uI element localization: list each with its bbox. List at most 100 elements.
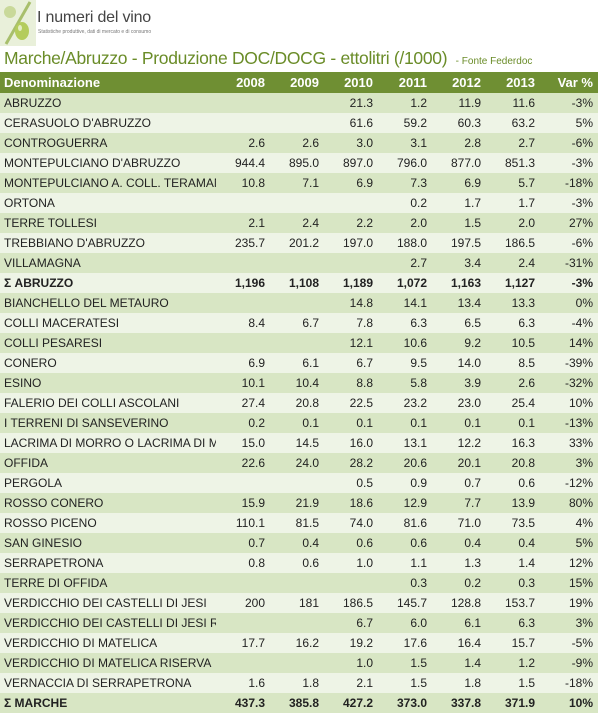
var-cell: -32% bbox=[540, 373, 598, 393]
value-cell: 7.1 bbox=[270, 173, 324, 193]
value-cell: 25.4 bbox=[486, 393, 540, 413]
value-cell: 20.8 bbox=[486, 453, 540, 473]
value-cell bbox=[270, 473, 324, 493]
var-cell: 14% bbox=[540, 333, 598, 353]
value-cell: 0.1 bbox=[432, 413, 486, 433]
value-cell bbox=[270, 193, 324, 213]
value-cell: 6.9 bbox=[432, 173, 486, 193]
value-cell: 17.6 bbox=[378, 633, 432, 653]
var-cell: -6% bbox=[540, 133, 598, 153]
value-cell: 373.0 bbox=[378, 693, 432, 713]
value-cell: 1.7 bbox=[486, 193, 540, 213]
table-row: MONTEPULCIANO D'ABRUZZO 944.4 895.0 897.0 79… bbox=[0, 153, 598, 173]
denominazione-cell: COLLI PESARESI bbox=[0, 333, 216, 353]
value-cell: 1.5 bbox=[432, 213, 486, 233]
var-cell: -3% bbox=[540, 153, 598, 173]
value-cell: 71.0 bbox=[432, 513, 486, 533]
denominazione-cell: CONTROGUERRA bbox=[0, 133, 216, 153]
var-cell: 3% bbox=[540, 613, 598, 633]
value-cell: 0.1 bbox=[324, 413, 378, 433]
value-cell: 0.2 bbox=[378, 193, 432, 213]
table-row: I TERRENI DI SANSEVERINO 0.2 0.1 0.1 0.1 0.1 0… bbox=[0, 413, 598, 433]
value-cell: 371.9 bbox=[486, 693, 540, 713]
value-cell: 16.3 bbox=[486, 433, 540, 453]
value-cell: 1.0 bbox=[324, 553, 378, 573]
column-header-2012: 2012 bbox=[432, 72, 486, 93]
value-cell: 0.6 bbox=[378, 533, 432, 553]
table-row: TREBBIANO D'ABRUZZO 235.7 201.2 197.0 188.0 1… bbox=[0, 233, 598, 253]
var-cell: 10% bbox=[540, 693, 598, 713]
value-cell bbox=[270, 653, 324, 673]
value-cell: 944.4 bbox=[216, 153, 270, 173]
denominazione-cell: ROSSO CONERO bbox=[0, 493, 216, 513]
value-cell: 2.0 bbox=[378, 213, 432, 233]
value-cell: 24.0 bbox=[270, 453, 324, 473]
value-cell: 0.1 bbox=[378, 413, 432, 433]
value-cell: 21.3 bbox=[324, 93, 378, 113]
value-cell: 15.7 bbox=[486, 633, 540, 653]
value-cell: 1.5 bbox=[486, 673, 540, 693]
value-cell: 63.2 bbox=[486, 113, 540, 133]
value-cell: 427.2 bbox=[324, 693, 378, 713]
value-cell: 153.7 bbox=[486, 593, 540, 613]
value-cell: 16.4 bbox=[432, 633, 486, 653]
value-cell: 22.6 bbox=[216, 453, 270, 473]
table-row: TERRE DI OFFIDA 0.3 0.2 0.3 15% bbox=[0, 573, 598, 593]
value-cell: 1.3 bbox=[432, 553, 486, 573]
value-cell: 201.2 bbox=[270, 233, 324, 253]
value-cell: 6.1 bbox=[270, 353, 324, 373]
value-cell: 6.9 bbox=[324, 173, 378, 193]
value-cell: 6.7 bbox=[270, 313, 324, 333]
value-cell: 895.0 bbox=[270, 153, 324, 173]
value-cell: 1.7 bbox=[432, 193, 486, 213]
value-cell: 188.0 bbox=[378, 233, 432, 253]
value-cell: 2.8 bbox=[432, 133, 486, 153]
value-cell: 21.9 bbox=[270, 493, 324, 513]
table-row: COLLI MACERATESI 8.4 6.7 7.8 6.3 6.5 6.3 -4% bbox=[0, 313, 598, 333]
column-header-var: Var % bbox=[540, 72, 598, 93]
value-cell: 10.4 bbox=[270, 373, 324, 393]
value-cell: 1,163 bbox=[432, 273, 486, 293]
value-cell: 61.6 bbox=[324, 113, 378, 133]
table-row: ROSSO PICENO 110.1 81.5 74.0 81.6 71.0 73.5 4% bbox=[0, 513, 598, 533]
var-cell: 27% bbox=[540, 213, 598, 233]
value-cell bbox=[216, 613, 270, 633]
value-cell: 796.0 bbox=[378, 153, 432, 173]
value-cell: 28.2 bbox=[324, 453, 378, 473]
value-cell bbox=[270, 333, 324, 353]
value-cell: 3.1 bbox=[378, 133, 432, 153]
value-cell: 23.2 bbox=[378, 393, 432, 413]
denominazione-cell: Σ MARCHE bbox=[0, 693, 216, 713]
value-cell: 10.1 bbox=[216, 373, 270, 393]
table-body: ABRUZZO 21.3 1.2 11.9 11.6 -3% CERASUOLO D'ABR… bbox=[0, 93, 598, 713]
table-row: CONERO 6.9 6.1 6.7 9.5 14.0 8.5 -39% bbox=[0, 353, 598, 373]
production-table: Denominazione 2008 2009 2010 2011 2012 2013 Var… bbox=[0, 72, 598, 713]
table-row: VERDICCHIO DI MATELICA RISERVA 1.0 1.5 1.4 1… bbox=[0, 653, 598, 673]
value-cell bbox=[216, 253, 270, 273]
value-cell bbox=[216, 93, 270, 113]
table-row: ROSSO CONERO 15.9 21.9 18.6 12.9 7.7 13.9 80% bbox=[0, 493, 598, 513]
table-row: VILLAMAGNA 2.7 3.4 2.4 -31% bbox=[0, 253, 598, 273]
value-cell: 3.9 bbox=[432, 373, 486, 393]
value-cell: 0.7 bbox=[432, 473, 486, 493]
denominazione-cell: ABRUZZO bbox=[0, 93, 216, 113]
table-row: PERGOLA 0.5 0.9 0.7 0.6 -12% bbox=[0, 473, 598, 493]
value-cell: 3.0 bbox=[324, 133, 378, 153]
denominazione-cell: BIANCHELLO DEL METAURO bbox=[0, 293, 216, 313]
value-cell: 2.4 bbox=[270, 213, 324, 233]
value-cell: 1.1 bbox=[378, 553, 432, 573]
value-cell: 23.0 bbox=[432, 393, 486, 413]
denominazione-cell: ROSSO PICENO bbox=[0, 513, 216, 533]
value-cell: 13.4 bbox=[432, 293, 486, 313]
var-cell: -3% bbox=[540, 193, 598, 213]
value-cell: 235.7 bbox=[216, 233, 270, 253]
table-row: MONTEPULCIANO A. COLL. TERAMANE 10.8 7.1 6.… bbox=[0, 173, 598, 193]
value-cell: 10.5 bbox=[486, 333, 540, 353]
value-cell: 6.3 bbox=[378, 313, 432, 333]
value-cell: 6.3 bbox=[486, 313, 540, 333]
value-cell: 5.8 bbox=[378, 373, 432, 393]
value-cell: 1.5 bbox=[378, 673, 432, 693]
value-cell: 1,127 bbox=[486, 273, 540, 293]
value-cell: 2.4 bbox=[486, 253, 540, 273]
column-header-2011: 2011 bbox=[378, 72, 432, 93]
